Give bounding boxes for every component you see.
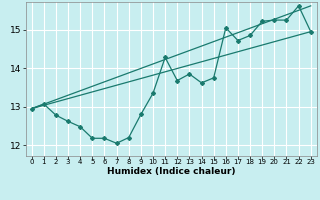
X-axis label: Humidex (Indice chaleur): Humidex (Indice chaleur) [107,167,236,176]
